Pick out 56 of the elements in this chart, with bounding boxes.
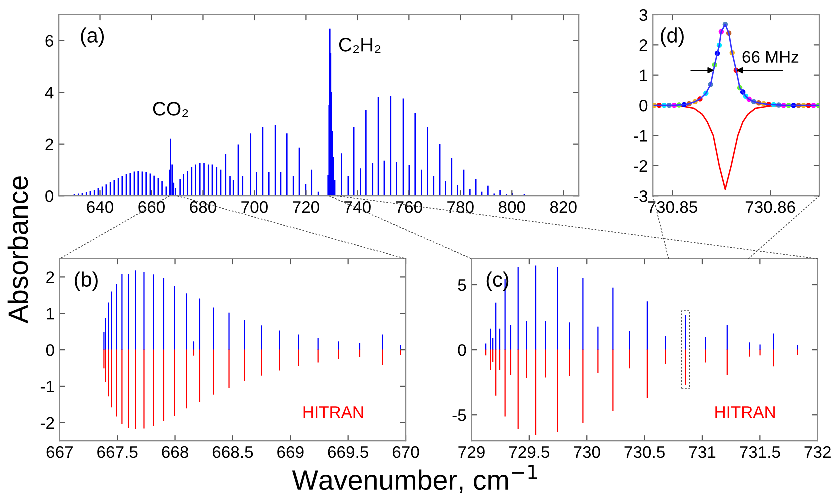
x-tick-label: 729.5 (509, 446, 550, 458)
x-tick-label: 680 (190, 201, 216, 214)
x-tick-label: 730 (574, 446, 600, 458)
y-tick-label: -1 (40, 381, 54, 393)
x-tick-label: 668.5 (212, 446, 254, 458)
y-tick-label: 2 (640, 40, 648, 52)
annotation: (a) (81, 28, 104, 48)
x-tick-label: 640 (87, 201, 114, 214)
x-tick-label: 669.5 (328, 446, 368, 458)
x-tick-label: 731.5 (740, 446, 780, 458)
x-tick-label: 667 (46, 446, 73, 458)
x-tick-label: 720 (293, 201, 320, 214)
y-tick-label: 4 (45, 87, 54, 99)
y-tick-label: -2 (634, 160, 648, 172)
x-tick-label: 740 (344, 201, 371, 214)
y-tick-label: 0 (458, 344, 466, 356)
y-tick-label: 3 (640, 9, 648, 22)
y-tick-label: 0 (640, 100, 648, 112)
x-tick-label: 800 (498, 201, 526, 214)
x-tick-label: 820 (550, 201, 577, 214)
y-tick-label: -1 (634, 130, 648, 142)
x-tick-label: 731 (689, 446, 716, 458)
x-tick-label: 700 (242, 201, 268, 214)
x-tick-label: 670 (392, 446, 420, 458)
y-tick-label: 1 (640, 70, 648, 82)
y-tick-label: 2 (46, 138, 54, 150)
y-tick-label: 0 (46, 344, 54, 356)
y-tick-label: 0 (46, 190, 54, 202)
annotation: (c) (486, 272, 509, 292)
x-axis-title: Wavenumber, cm$^{−1}$ (292, 465, 538, 494)
annotation: (b) (75, 272, 98, 292)
y-tick-label: -3 (634, 190, 648, 202)
annotation: C₂H₂ (339, 38, 381, 54)
x-tick-label: 660 (138, 201, 165, 214)
y-tick-label: 6 (46, 35, 54, 48)
text: HITRAN (304, 406, 364, 418)
x-tick-label: 730.86 (746, 201, 796, 214)
x-tick-label: 732 (804, 446, 831, 458)
x-tick-label: 668 (162, 446, 188, 458)
y-tick-label: 2 (46, 272, 54, 284)
annotation: CO₂ (153, 102, 188, 118)
annotation: (d) (661, 28, 684, 48)
x-tick-label: 667.5 (98, 446, 138, 458)
x-tick-label: 780 (448, 201, 474, 214)
text: HITRAN (716, 406, 775, 418)
annotation: 66 MHz (742, 51, 799, 64)
y-tick-label: 5 (458, 280, 466, 292)
y-tick-label: -2 (40, 417, 54, 429)
x-tick-label: 760 (396, 201, 422, 214)
x-tick-label: 669 (278, 446, 304, 458)
x-tick-label: 730.5 (624, 446, 665, 458)
x-tick-label: 730.85 (648, 201, 698, 214)
y-tick-label: -5 (452, 410, 466, 422)
y-axis-title: Absorbance (8, 176, 28, 324)
x-tick-label: 729 (458, 446, 485, 458)
y-tick-label: 1 (47, 308, 54, 320)
